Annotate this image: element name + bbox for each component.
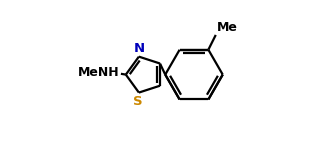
- Text: S: S: [133, 95, 143, 108]
- Text: N: N: [134, 42, 145, 55]
- Text: Me: Me: [217, 21, 237, 34]
- Text: MeNH: MeNH: [78, 66, 120, 80]
